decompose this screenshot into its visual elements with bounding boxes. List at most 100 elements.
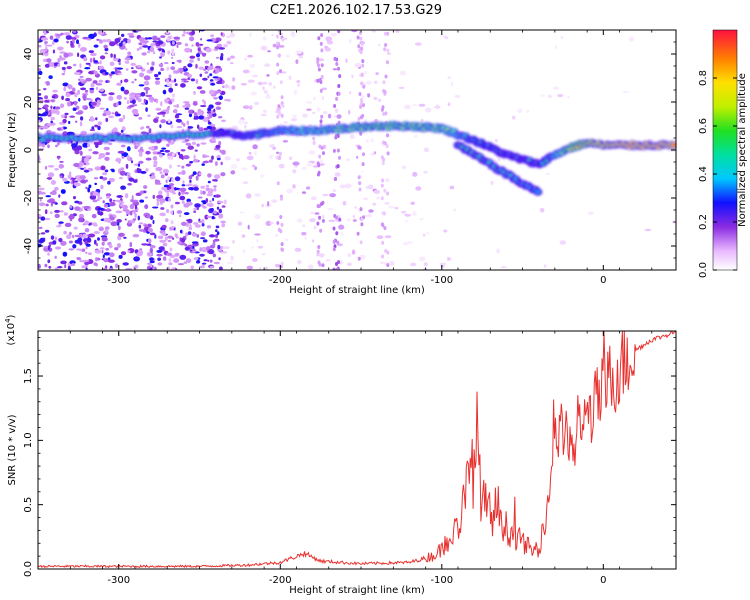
noise-speckle <box>149 257 154 261</box>
noise-speckle <box>139 146 144 152</box>
noise-streak <box>317 67 321 72</box>
noise-speckle <box>131 67 134 70</box>
noise-speckle <box>410 262 417 267</box>
noise-speckle <box>72 107 77 111</box>
noise-speckle <box>139 190 144 195</box>
noise-streak <box>279 80 283 85</box>
noise-speckle <box>201 219 205 224</box>
noise-speckle <box>146 62 149 65</box>
noise-speckle <box>187 231 192 236</box>
noise-speckle <box>265 95 271 100</box>
noise-speckle <box>108 259 115 263</box>
noise-speckle <box>194 203 201 208</box>
noise-speckle <box>247 224 250 230</box>
noise-speckle <box>87 237 90 243</box>
noise-speckle <box>422 233 426 237</box>
noise-speckle <box>183 65 187 70</box>
noise-speckle <box>210 37 217 43</box>
noise-speckle <box>181 170 186 175</box>
noise-speckle <box>179 195 186 201</box>
noise-speckle <box>77 52 80 58</box>
noise-speckle <box>84 220 90 225</box>
noise-speckle <box>244 121 248 125</box>
noise-speckle <box>282 140 289 143</box>
noise-speckle <box>108 201 116 207</box>
noise-speckle <box>314 212 320 215</box>
noise-streak <box>382 157 386 162</box>
noise-speckle <box>201 232 206 236</box>
y-tick-label: 0.0 <box>23 561 34 577</box>
noise-speckle <box>205 187 210 191</box>
colorbar-tick-label: 0.2 <box>698 214 709 230</box>
noise-speckle <box>207 259 210 262</box>
noise-speckle <box>185 201 193 206</box>
colorbar-tick-label: 0.6 <box>698 118 709 134</box>
noise-speckle <box>156 253 163 257</box>
noise-speckle <box>325 36 333 42</box>
noise-speckle <box>52 49 56 54</box>
noise-speckle <box>191 30 196 35</box>
noise-streak <box>280 261 284 266</box>
noise-speckle <box>327 207 334 211</box>
noise-speckle <box>99 55 106 60</box>
noise-speckle <box>120 129 124 133</box>
noise-speckle <box>62 118 67 124</box>
noise-speckle <box>44 165 48 170</box>
noise-speckle <box>123 78 129 83</box>
noise-speckle <box>73 226 78 230</box>
noise-speckle <box>203 68 207 72</box>
noise-speckle <box>367 93 371 98</box>
noise-speckle <box>200 142 207 145</box>
noise-streak <box>333 176 337 181</box>
noise-speckle <box>155 77 160 80</box>
snr-x-ticks: -300 -200 -100 0 <box>37 331 653 586</box>
noise-speckle <box>191 241 199 244</box>
noise-speckle <box>126 146 131 152</box>
noise-speckle <box>72 244 77 249</box>
noise-speckle <box>38 187 45 191</box>
noise-speckle <box>183 212 190 216</box>
noise-speckle <box>74 200 80 204</box>
noise-speckle <box>218 47 225 50</box>
noise-speckle <box>122 208 129 212</box>
noise-speckle <box>67 141 70 145</box>
noise-speckle <box>89 117 96 122</box>
noise-streak <box>277 156 281 160</box>
noise-speckle <box>196 260 201 264</box>
noise-speckle <box>404 104 411 110</box>
noise-speckle <box>214 194 221 198</box>
noise-speckle <box>103 258 109 263</box>
noise-speckle <box>201 262 207 265</box>
noise-speckle <box>51 190 57 195</box>
noise-speckle <box>179 237 182 242</box>
noise-speckle <box>159 124 162 129</box>
noise-speckle <box>251 164 256 168</box>
noise-speckle <box>361 170 364 173</box>
noise-speckle <box>98 226 105 232</box>
noise-speckle <box>138 152 143 157</box>
noise-speckle <box>419 218 424 221</box>
noise-speckle <box>172 192 176 195</box>
noise-speckle <box>189 59 194 63</box>
noise-speckle <box>319 159 324 164</box>
noise-speckle <box>159 56 162 59</box>
noise-speckle <box>121 33 125 38</box>
noise-speckle <box>215 234 218 238</box>
noise-speckle <box>257 245 264 249</box>
noise-speckle <box>351 74 354 79</box>
noise-speckle <box>116 82 122 86</box>
noise-speckle <box>298 55 304 59</box>
noise-streak <box>171 52 175 56</box>
noise-streak <box>166 66 170 71</box>
noise-speckle <box>47 144 50 149</box>
noise-speckle <box>133 179 138 184</box>
noise-streak <box>384 249 388 253</box>
noise-speckle <box>87 143 91 148</box>
noise-streak <box>333 56 337 61</box>
noise-speckle <box>223 44 228 48</box>
noise-speckle <box>67 84 71 88</box>
noise-speckle <box>209 159 213 163</box>
noise-speckle <box>141 52 147 56</box>
noise-speckle <box>80 167 84 170</box>
noise-speckle <box>152 194 156 199</box>
